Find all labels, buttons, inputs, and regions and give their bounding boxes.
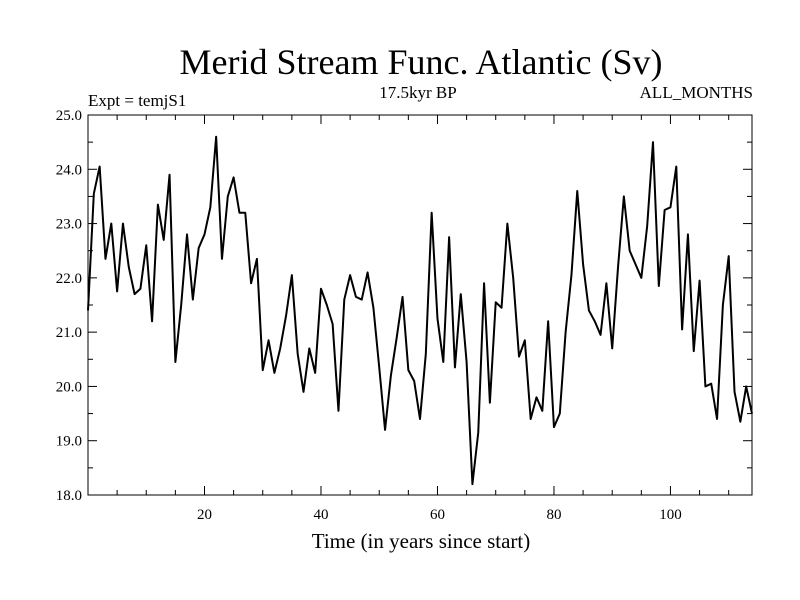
x-tick-label: 60: [430, 507, 445, 523]
y-tick-label: 25.0: [56, 108, 82, 124]
y-tick-label: 22.0: [56, 271, 82, 287]
chart-title: Merid Stream Func. Atlantic (Sv): [180, 42, 663, 82]
y-tick-label: 24.0: [56, 162, 82, 178]
y-tick-label: 18.0: [56, 488, 82, 504]
x-axis-label: Time (in years since start): [312, 529, 531, 553]
plot-frame: [87, 114, 753, 496]
months-label: ALL_MONTHS: [640, 83, 753, 102]
y-tick-label: 19.0: [56, 434, 82, 450]
x-axis: 20 40 60 80 100: [116, 115, 730, 523]
chart-subtitle: 17.5kyr BP: [379, 83, 456, 102]
experiment-label: Expt = temjS1: [88, 91, 186, 110]
y-tick-label: 21.0: [56, 325, 82, 341]
x-tick-label: 80: [546, 507, 561, 523]
y-tick-label: 23.0: [56, 217, 82, 233]
x-tick-label: 40: [313, 507, 328, 523]
x-tick-label: 20: [197, 507, 212, 523]
x-tick-label: 100: [659, 507, 682, 523]
y-tick-label: 20.0: [56, 379, 82, 395]
series-line: [87, 135, 753, 486]
